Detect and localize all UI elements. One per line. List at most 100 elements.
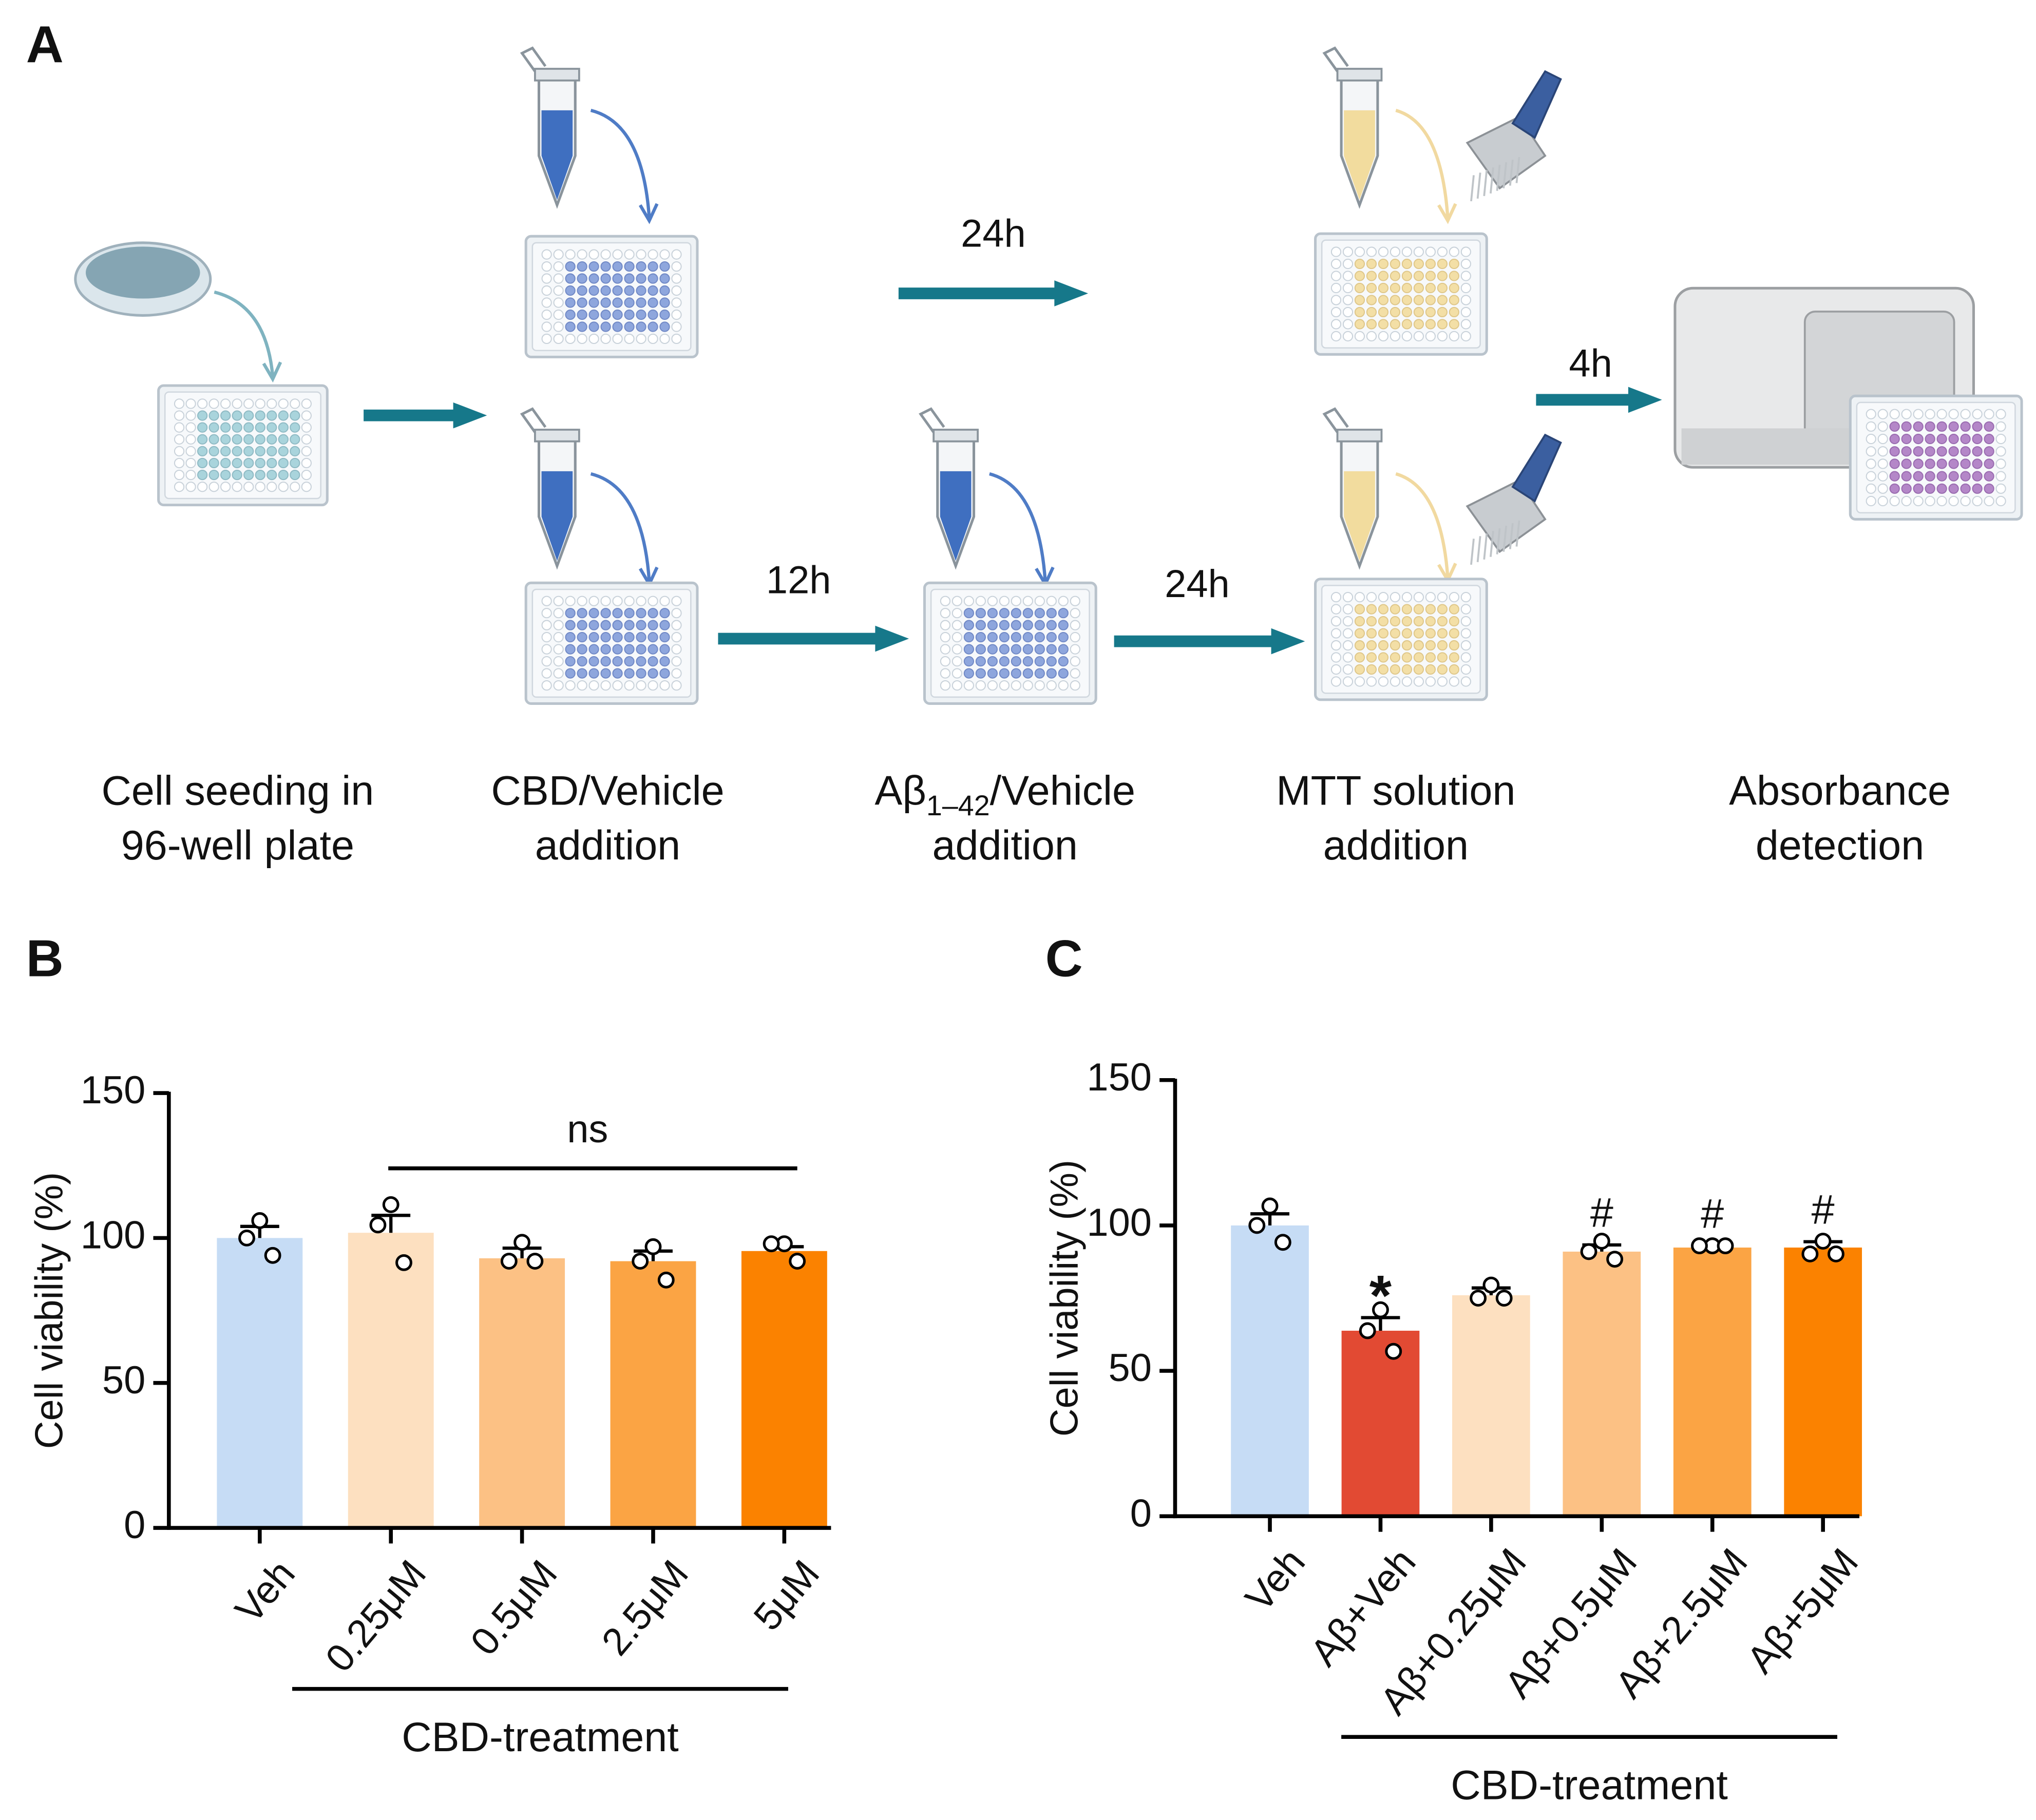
tube-cap xyxy=(1336,68,1383,82)
well xyxy=(963,632,974,643)
well xyxy=(565,620,576,630)
well xyxy=(1401,319,1413,330)
well xyxy=(220,457,231,469)
well xyxy=(243,422,254,433)
well xyxy=(1366,676,1377,687)
well xyxy=(1460,331,1471,342)
well xyxy=(1354,664,1365,675)
bar xyxy=(741,1251,827,1528)
well xyxy=(243,446,254,456)
well xyxy=(185,446,196,456)
well xyxy=(952,668,963,679)
well xyxy=(232,410,242,421)
data-point xyxy=(1470,1290,1487,1307)
well xyxy=(1460,676,1471,687)
step-label: MTT solution xyxy=(1276,768,1515,814)
well xyxy=(1449,246,1459,257)
well xyxy=(541,321,552,332)
well xyxy=(1449,271,1459,281)
well xyxy=(232,398,242,409)
well xyxy=(1437,306,1448,318)
process-arrowhead xyxy=(453,402,487,429)
well xyxy=(1401,592,1413,603)
well xyxy=(588,249,599,260)
well xyxy=(648,680,658,691)
data-point xyxy=(1717,1237,1734,1255)
well xyxy=(1936,421,1947,432)
well xyxy=(1401,331,1413,342)
well xyxy=(1877,446,1888,457)
well xyxy=(577,261,587,272)
pipette-tip xyxy=(1509,523,1514,549)
well xyxy=(1342,282,1354,294)
well xyxy=(624,596,635,606)
well xyxy=(1889,458,1900,469)
well xyxy=(1070,644,1080,655)
well xyxy=(1022,608,1033,619)
well xyxy=(1901,495,1912,507)
well xyxy=(1972,458,1983,469)
well xyxy=(1034,656,1045,667)
well xyxy=(1913,495,1924,507)
data-point xyxy=(1814,1233,1832,1250)
tube xyxy=(520,46,580,209)
well xyxy=(624,285,635,296)
well xyxy=(1901,471,1912,482)
well xyxy=(1022,680,1033,691)
well xyxy=(1390,319,1401,330)
well xyxy=(975,668,986,679)
well xyxy=(624,261,635,272)
well xyxy=(541,656,552,667)
well xyxy=(636,608,646,619)
well xyxy=(648,644,658,655)
well xyxy=(553,273,564,284)
well xyxy=(636,249,646,260)
well xyxy=(577,668,587,679)
well xyxy=(987,668,998,679)
well xyxy=(553,644,564,655)
well xyxy=(624,668,635,679)
well xyxy=(624,644,635,655)
process-arrowhead xyxy=(1628,387,1662,413)
well xyxy=(1342,295,1354,305)
well xyxy=(267,422,277,433)
well xyxy=(648,309,658,320)
well xyxy=(197,446,208,456)
well xyxy=(1925,421,1935,432)
well xyxy=(1460,246,1471,257)
well xyxy=(999,596,1010,606)
well xyxy=(612,596,623,606)
well xyxy=(612,668,623,679)
well xyxy=(1449,319,1459,330)
well xyxy=(1342,258,1354,270)
well xyxy=(1354,331,1365,342)
well xyxy=(1401,616,1413,627)
process-arrowhead xyxy=(1271,628,1305,655)
well xyxy=(1877,409,1888,419)
well xyxy=(659,333,670,344)
well xyxy=(220,482,231,492)
well xyxy=(612,644,623,655)
well xyxy=(600,620,611,630)
well xyxy=(940,644,951,655)
well xyxy=(577,620,587,630)
well xyxy=(987,632,998,643)
well xyxy=(999,668,1010,679)
arrow-label: 24h xyxy=(961,212,1026,255)
well xyxy=(243,469,254,481)
well xyxy=(671,656,682,667)
well xyxy=(1046,632,1057,643)
well xyxy=(1995,458,2006,469)
well xyxy=(1401,306,1413,318)
pipette-tip xyxy=(1470,539,1475,565)
well xyxy=(1330,676,1342,687)
well xyxy=(600,668,611,679)
tube-lid xyxy=(919,407,945,433)
well xyxy=(648,608,658,619)
well xyxy=(1960,495,1971,507)
well xyxy=(1437,246,1448,257)
well xyxy=(565,632,576,643)
well xyxy=(612,333,623,344)
well xyxy=(952,680,963,691)
well xyxy=(588,285,599,296)
